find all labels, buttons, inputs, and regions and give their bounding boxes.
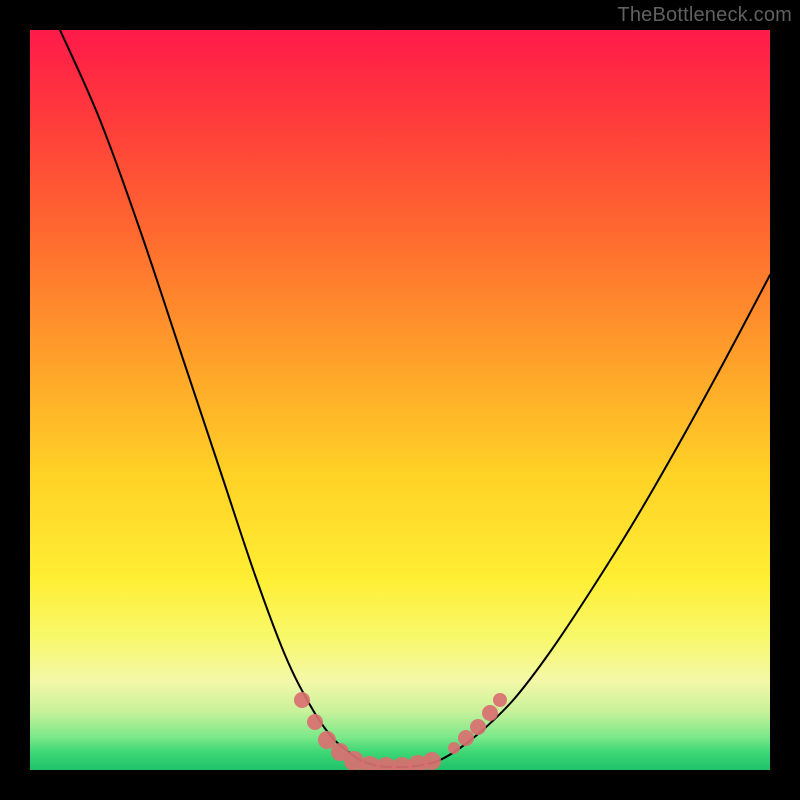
curve-marker — [458, 730, 474, 746]
curve-marker — [423, 752, 441, 770]
curve-line — [60, 30, 770, 767]
bottleneck-curve — [30, 30, 770, 770]
curve-marker — [493, 693, 507, 707]
curve-marker — [294, 692, 310, 708]
curve-marker — [470, 719, 486, 735]
curve-marker — [307, 714, 323, 730]
watermark-text: TheBottleneck.com — [617, 4, 792, 27]
curve-marker — [448, 742, 460, 754]
plot-area — [30, 30, 770, 770]
curve-marker — [482, 705, 498, 721]
